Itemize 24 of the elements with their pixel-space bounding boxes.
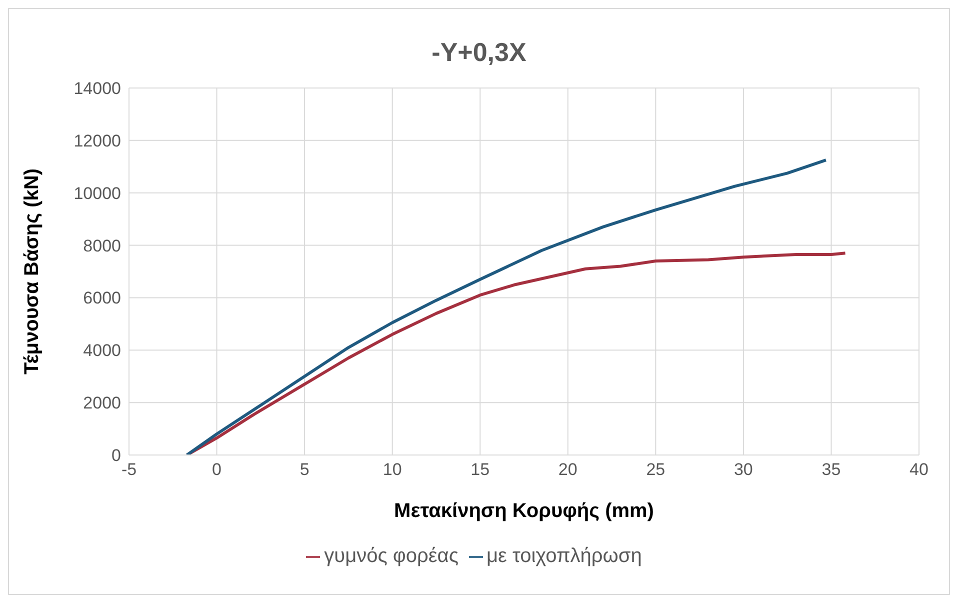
y-tick-label: 0 [112,446,121,466]
x-axis-title: Μετακίνηση Κορυφής (mm) [394,500,654,522]
y-tick-label: 12000 [74,131,121,150]
x-tick-label: 0 [212,460,222,480]
x-tick-label: 30 [734,460,753,480]
x-tick-label: 15 [470,460,490,480]
y-tick-label: 4000 [83,341,121,360]
x-tick-label: 40 [910,460,928,480]
x-tick-label: -5 [121,460,137,480]
legend-label: με τοιχοπλήρωση [486,545,642,567]
line-series [185,158,828,455]
chart-title: -Y+0,3X [430,37,528,68]
x-tick-label: 20 [558,460,578,480]
legend-label: γυμνός φορέας [324,545,458,567]
x-tick-label: 25 [646,460,666,480]
y-axis-title: Τέμνουσα Βάσης (kN) [21,168,44,374]
y-tick-label: 10000 [74,184,121,203]
x-tick-label: 5 [300,460,310,480]
x-tick-label: 10 [382,460,402,480]
y-tick-label: 8000 [83,236,121,256]
y-tick-label: 6000 [83,288,121,308]
x-tick-label: 35 [822,460,841,480]
y-tick-label: 14000 [74,79,121,98]
y-tick-label: 2000 [83,394,121,413]
